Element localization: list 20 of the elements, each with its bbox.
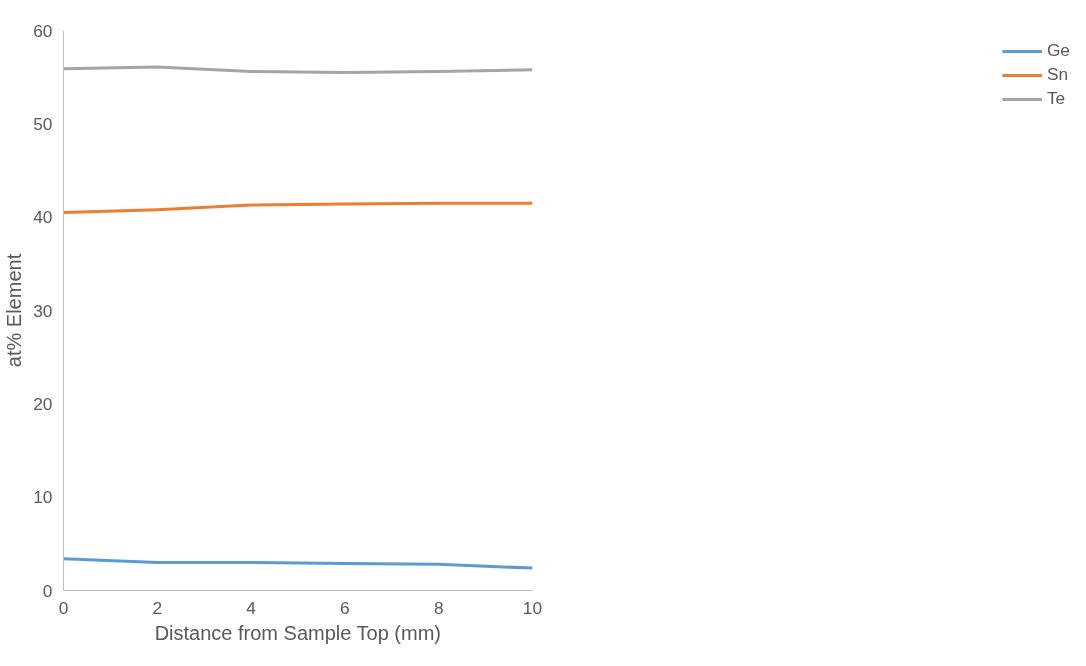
x-tick-label: 4 xyxy=(246,597,257,618)
y-tick-label: 40 xyxy=(33,207,53,228)
legend-label: Te xyxy=(1046,88,1067,109)
x-tick-label: 2 xyxy=(152,597,163,618)
line-series xyxy=(63,201,533,214)
y-tick-label: 50 xyxy=(33,113,53,134)
y-tick-label: 30 xyxy=(33,300,53,321)
y-axis-title: at% Element xyxy=(3,253,26,368)
y-tick-label: 10 xyxy=(33,487,53,508)
y-tick-label: 20 xyxy=(33,393,53,414)
line-series xyxy=(63,557,533,570)
legend-label: Sn xyxy=(1046,64,1069,85)
x-tick-label: 10 xyxy=(522,597,543,618)
x-tick-label: 6 xyxy=(340,597,350,618)
x-tick-label: 0 xyxy=(58,597,69,618)
x-axis-title: Distance from Sample Top (mm) xyxy=(154,621,442,644)
x-tick-label: 8 xyxy=(433,597,444,618)
y-tick-label: 0 xyxy=(42,580,53,601)
legend-label: Ge xyxy=(1046,40,1070,61)
y-tick-label: 60 xyxy=(33,20,53,41)
